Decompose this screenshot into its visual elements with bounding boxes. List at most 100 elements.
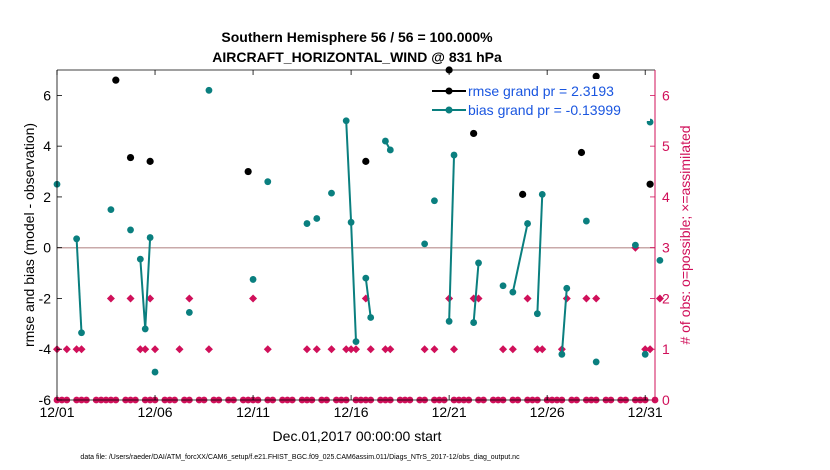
bias-point [367, 314, 375, 321]
assimilated-count-marker [386, 345, 395, 354]
y-left-tick-label: -4 [39, 341, 52, 357]
x-tick-label: 12/16 [334, 404, 369, 420]
bias-point [421, 240, 429, 248]
bias-point [499, 282, 507, 290]
bias-point [264, 178, 272, 186]
bias-point [151, 368, 159, 376]
bias-series-line [536, 194, 544, 314]
assimilated-count-marker [450, 345, 459, 354]
rmse-point [362, 157, 370, 165]
y-right-tick-label: 1 [662, 341, 670, 357]
y-left-tick-label: 6 [43, 87, 51, 103]
bias-series-line [75, 238, 83, 333]
assimilated-count-marker [582, 294, 591, 303]
legend-rmse-label: rmse grand pr = 2.3193 [468, 83, 614, 99]
bias-point [347, 218, 355, 226]
y-right-tick-label: 4 [662, 189, 670, 205]
y-left-tick-label: -2 [39, 290, 52, 306]
bias-point [641, 350, 649, 358]
rmse-point [592, 72, 600, 80]
assimilated-count-marker [592, 294, 601, 303]
rmse-point [577, 148, 586, 157]
assimilated-count-marker [72, 345, 81, 354]
bias-point [524, 220, 531, 227]
assimilated-count-marker [420, 345, 429, 354]
legend-rmse-marker [445, 87, 453, 95]
bias-point [73, 235, 81, 243]
rmse-point [126, 153, 135, 162]
bias-point [313, 215, 321, 222]
assimilated-count-marker [352, 345, 360, 354]
bias-point [631, 241, 639, 249]
x-tick-label: 12/26 [530, 404, 565, 420]
legend-bias-label: bias grand pr = -0.13999 [468, 102, 621, 118]
assimilated-count-marker [538, 345, 547, 354]
chart-subtitle: AIRCRAFT_HORIZONTAL_WIND @ 831 hPa [212, 49, 502, 65]
y-right-tick-label: 3 [662, 240, 670, 256]
assimilated-count-marker [146, 294, 155, 303]
assimilated-count-marker [141, 345, 150, 354]
bias-point [509, 288, 517, 296]
y-right-tick-label: 6 [662, 87, 670, 103]
bias-series-line [511, 223, 529, 293]
legend-bias-marker [445, 106, 453, 114]
x-tick-label: 12/01 [39, 404, 74, 420]
bias-point [538, 190, 546, 198]
bias-point [78, 329, 85, 337]
assimilated-count-marker [523, 294, 532, 303]
x-axis-label: Dec.01,2017 00:00:00 start [273, 428, 442, 444]
assimilated-count-marker [249, 294, 258, 303]
assimilated-count-marker [499, 345, 508, 354]
bias-series-line [560, 288, 568, 355]
assimilated-count-marker [106, 294, 115, 303]
bias-point [558, 350, 566, 358]
bias-point [141, 325, 149, 333]
assimilated-count-marker [342, 345, 351, 354]
assimilated-count-marker [126, 294, 135, 303]
y-left-tick-label: 0 [43, 240, 51, 256]
y-axis-left-label: rmse and bias (model - observation) [21, 123, 37, 347]
bias-point [342, 117, 350, 125]
bias-point [533, 310, 541, 318]
assimilated-count-marker [655, 294, 664, 303]
y-right-tick-label: 2 [662, 290, 670, 306]
bias-point [205, 86, 213, 94]
bias-point [127, 226, 134, 234]
y-right-tick-label: 0 [662, 392, 670, 408]
assimilated-count-marker [366, 345, 375, 354]
y-left-tick-label: 2 [43, 189, 51, 205]
rmse-point [112, 76, 120, 84]
bias-point [470, 319, 478, 326]
assimilated-count-marker [508, 345, 517, 354]
assimilated-count-marker [263, 345, 272, 354]
bias-point [582, 217, 590, 225]
rmse-point [646, 180, 654, 188]
assimilated-count-marker [151, 345, 160, 354]
bias-series-line [448, 155, 456, 322]
assimilated-count-marker [641, 345, 650, 354]
x-tick-label: 12/06 [138, 404, 173, 420]
bias-point [303, 220, 311, 227]
bias-point [107, 206, 115, 214]
bias-point [592, 358, 600, 366]
assimilated-count-marker [327, 345, 336, 354]
x-tick-label: 12/21 [432, 404, 467, 420]
y-left-tick-label: 4 [43, 138, 51, 154]
bias-point [328, 189, 335, 197]
data-file-footer: data file: /Users/raeder/DAI/ATM_forcXX/… [80, 454, 520, 461]
bias-series-line [472, 262, 480, 323]
assimilated-count-marker [347, 345, 356, 354]
rmse-point [146, 157, 154, 165]
bias-series-line [364, 278, 372, 318]
bias-point [185, 309, 193, 316]
assimilated-count-marker [77, 345, 86, 354]
assimilated-count-marker [136, 345, 145, 354]
x-tick-label: 12/31 [628, 404, 663, 420]
y-axis-right-label: # of obs: o=possible; ×=assimilated [677, 125, 693, 344]
y-right-tick-label: 5 [662, 138, 670, 154]
bias-point [386, 146, 394, 154]
bias-point [146, 234, 154, 241]
assimilated-count-marker [62, 345, 71, 354]
legend: rmse grand pr = 2.3193 bias grand pr = -… [428, 79, 650, 121]
